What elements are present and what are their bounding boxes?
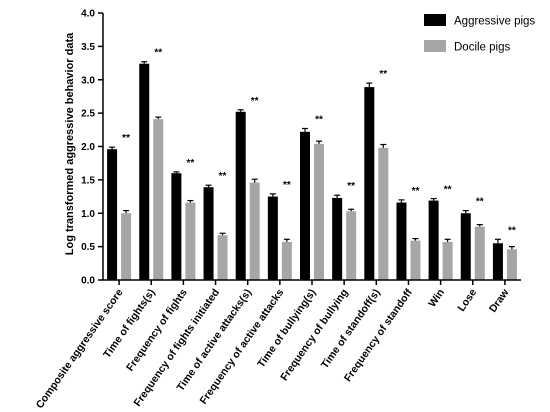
category-label: Lose	[455, 287, 479, 314]
y-tick-label: 1.5	[81, 175, 95, 186]
bar-docile	[314, 143, 324, 280]
significance-marker: **	[154, 48, 162, 59]
bar-aggressive	[203, 187, 214, 280]
bar-aggressive	[139, 63, 150, 281]
significance-marker: **	[122, 133, 130, 144]
y-tick-label: 3.5	[81, 42, 95, 53]
y-tick-label: 1.0	[81, 209, 95, 220]
bar-docile	[185, 202, 196, 280]
bar-docile	[410, 240, 421, 280]
bar-aggressive	[107, 149, 118, 280]
category-label: Time of bullying(s)	[255, 287, 318, 370]
legend-label-docile: Docile pigs	[454, 42, 510, 54]
y-tick-label: 3.0	[81, 75, 95, 86]
y-tick-label: 2.0	[81, 142, 95, 153]
significance-marker: **	[315, 114, 323, 125]
y-tick-label: 4.0	[81, 9, 95, 20]
legend-label-aggressive: Aggressive pigs	[454, 16, 535, 28]
significance-marker: **	[508, 225, 516, 236]
plot-area: ** ** ** ** ** ** ** ** ** ** ** ** **	[107, 48, 517, 281]
category-label: Draw	[487, 286, 512, 315]
bar-docile	[121, 213, 132, 280]
bar-docile	[346, 211, 357, 280]
bar-docile	[249, 182, 260, 280]
y-tick-label: 2.5	[81, 109, 95, 120]
bar-aggressive	[267, 196, 278, 280]
significance-marker: **	[379, 69, 387, 80]
category-label: Time of standoff(s)	[319, 287, 383, 371]
y-tick-label: 0.5	[81, 242, 95, 253]
significance-marker: **	[444, 185, 452, 196]
bar-aggressive	[428, 200, 439, 280]
bar-docile	[442, 241, 453, 280]
legend-swatch-aggressive	[424, 14, 446, 26]
bar-docile	[153, 119, 164, 280]
category-label: Win	[426, 287, 447, 310]
bar-aggressive	[300, 131, 310, 280]
bar-docile	[506, 249, 517, 280]
axes: 0.0 0.5 1.0 1.5 2.0 2.5 3.0 3.5 4.0	[81, 9, 521, 287]
bar-aggressive	[235, 111, 246, 280]
y-axis-label: Log transformed aggressive behavior data	[64, 32, 76, 255]
significance-marker: **	[412, 186, 420, 197]
bar-docile	[217, 235, 228, 280]
bar-aggressive	[460, 213, 471, 280]
significance-marker: **	[186, 158, 194, 169]
bar-docile	[281, 241, 292, 280]
significance-marker: **	[347, 181, 355, 192]
bar-aggressive	[364, 87, 375, 280]
legend: Aggressive pigs Docile pigs	[424, 14, 535, 54]
significance-marker: **	[251, 96, 259, 107]
significance-marker: **	[476, 197, 484, 208]
bar-docile	[378, 147, 389, 280]
significance-marker: **	[219, 171, 227, 182]
bar-docile	[474, 226, 485, 280]
bar-aggressive	[396, 202, 407, 280]
bar-aggressive	[171, 173, 182, 280]
category-label: Frequency of fights	[124, 287, 190, 374]
legend-swatch-docile	[424, 40, 446, 52]
significance-marker: **	[283, 180, 291, 191]
bar-aggressive	[492, 243, 503, 280]
y-tick-label: 0.0	[81, 276, 95, 287]
bar-aggressive	[332, 197, 343, 280]
